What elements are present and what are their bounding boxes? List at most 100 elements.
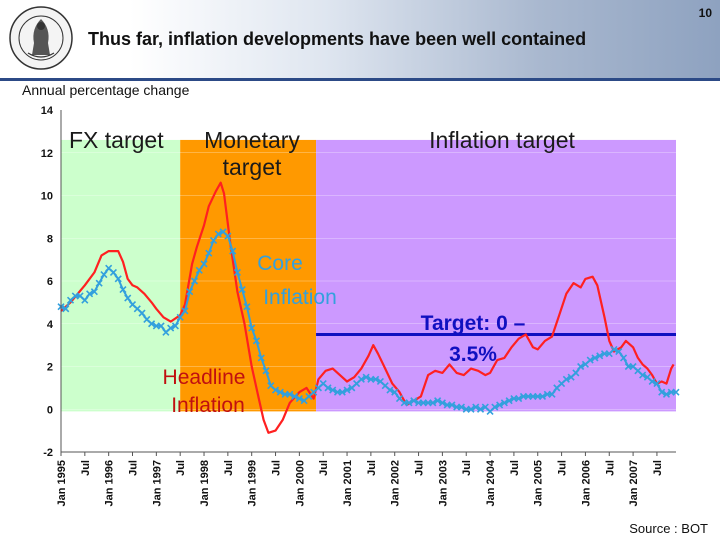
target-label-line2: 3.5% bbox=[449, 343, 497, 366]
regime-bands bbox=[61, 139, 676, 412]
page-number: 10 bbox=[698, 6, 712, 20]
x-tick-label: Jan 2003 bbox=[437, 460, 449, 506]
core-point bbox=[252, 337, 261, 345]
band-inflation_target bbox=[316, 139, 676, 412]
x-tick-label: Jan 1998 bbox=[199, 460, 211, 506]
x-tick-label: Jul bbox=[318, 460, 330, 476]
core-point bbox=[109, 268, 118, 277]
x-tick-label: Jan 1999 bbox=[247, 460, 259, 506]
core-point bbox=[538, 392, 547, 400]
core-point bbox=[596, 352, 604, 360]
core-point bbox=[410, 397, 418, 405]
x-tick-label: Jul bbox=[366, 460, 378, 476]
core-point bbox=[405, 399, 413, 407]
series-headline-line bbox=[60, 181, 675, 434]
core-point bbox=[181, 307, 189, 315]
x-tick-label: Jan 2004 bbox=[485, 459, 497, 506]
core-point bbox=[291, 392, 299, 400]
core-point bbox=[505, 397, 513, 405]
x-tick-label: Jan 2007 bbox=[628, 460, 640, 506]
regime-label-fx-target: FX target bbox=[69, 127, 164, 153]
core-point bbox=[562, 375, 570, 383]
x-tick-label: Jan 2001 bbox=[342, 460, 354, 506]
core-point bbox=[662, 390, 671, 398]
headline-inflation-label: Headline bbox=[163, 366, 246, 389]
y-tick-label: 14 bbox=[41, 105, 54, 117]
target-label: Target: 0 – bbox=[421, 312, 526, 335]
x-tick-label: Jul bbox=[557, 460, 569, 476]
core-point bbox=[124, 294, 132, 302]
core-point bbox=[90, 288, 98, 296]
x-tick-label: Jul bbox=[80, 460, 92, 476]
core-point bbox=[500, 399, 508, 407]
core-point bbox=[238, 285, 246, 294]
core-point bbox=[148, 320, 156, 328]
core-point bbox=[86, 290, 94, 298]
y-tick-label: 12 bbox=[41, 148, 53, 160]
y-axis: -2 0 2 4 6 8 10 12 14 bbox=[41, 105, 62, 459]
core-point bbox=[186, 288, 194, 296]
y-tick-label: 0 bbox=[47, 404, 53, 416]
y-tick-label: 10 bbox=[41, 191, 53, 203]
core-point bbox=[472, 403, 480, 411]
core-point bbox=[372, 375, 380, 383]
core-point bbox=[262, 367, 270, 375]
core-point bbox=[391, 388, 399, 396]
regime-label-inflation-target: Inflation target bbox=[429, 127, 575, 153]
core-point bbox=[95, 279, 103, 287]
core-point bbox=[491, 403, 499, 411]
core-point bbox=[248, 324, 256, 332]
core-point bbox=[343, 386, 351, 394]
core-point bbox=[619, 354, 628, 362]
slide-header: Thus far, inflation developments have be… bbox=[0, 0, 720, 80]
core-point bbox=[171, 322, 179, 330]
x-axis: Jan 1995 Jul Jan 1996 Jul Jan 1997 Jul Jan 199… bbox=[56, 451, 676, 506]
core-point bbox=[190, 277, 199, 285]
core-point bbox=[610, 345, 618, 353]
core-point bbox=[476, 405, 485, 413]
source-note: Source : BOT bbox=[629, 521, 708, 536]
core-point bbox=[362, 373, 370, 381]
core-point bbox=[243, 303, 251, 311]
x-tick-label: Jan 2005 bbox=[533, 460, 545, 506]
core-point bbox=[229, 247, 237, 255]
core-point bbox=[81, 296, 89, 304]
core-point bbox=[176, 313, 184, 321]
core-point bbox=[100, 271, 108, 279]
core-point bbox=[639, 371, 647, 379]
core-point bbox=[138, 309, 146, 317]
core-point bbox=[214, 230, 222, 238]
core-point bbox=[615, 347, 623, 356]
x-tick-label: Jul bbox=[509, 460, 521, 476]
core-point bbox=[386, 386, 394, 394]
chart-subtitle: Annual percentage change bbox=[22, 82, 190, 98]
bank-seal-logo bbox=[9, 6, 73, 70]
x-tick-label: Jul bbox=[175, 460, 187, 476]
core-point bbox=[286, 390, 294, 398]
core-point bbox=[167, 324, 175, 332]
x-tick-label: Jan 1995 bbox=[56, 460, 68, 506]
core-point bbox=[209, 236, 218, 244]
y-tick-label: -2 bbox=[43, 447, 53, 459]
core-point bbox=[157, 322, 165, 330]
x-tick-label: Jul bbox=[223, 460, 235, 476]
core-inflation-label: Core bbox=[257, 252, 303, 275]
x-tick-label: Jan 2006 bbox=[580, 460, 592, 506]
core-point bbox=[329, 386, 337, 394]
core-point bbox=[233, 268, 241, 277]
x-tick-label: Jul bbox=[604, 460, 616, 476]
core-point bbox=[577, 362, 585, 371]
core-point bbox=[467, 405, 475, 413]
x-tick-label: Jul bbox=[414, 460, 426, 476]
x-tick-label: Jan 2000 bbox=[294, 460, 306, 506]
core-point bbox=[357, 375, 365, 383]
band-monetary_target bbox=[180, 139, 317, 412]
core-point bbox=[572, 369, 580, 377]
x-tick-label: Jan 2002 bbox=[390, 460, 402, 506]
core-point bbox=[257, 354, 265, 362]
core-point bbox=[672, 388, 680, 396]
core-point bbox=[295, 394, 303, 403]
core-point bbox=[119, 285, 127, 294]
